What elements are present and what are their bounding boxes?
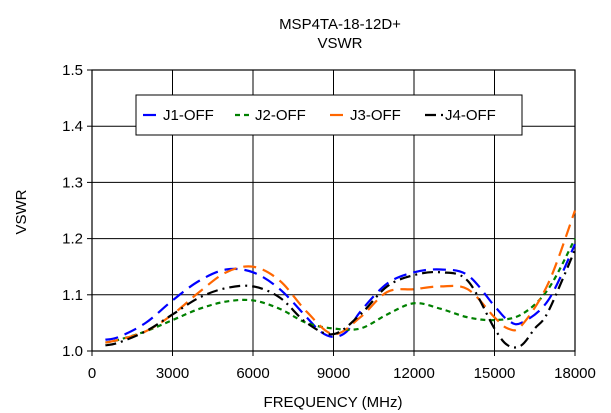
x-tick-label: 6000	[236, 365, 269, 382]
y-tick-label: 1.0	[62, 343, 83, 360]
x-tick-label: 9000	[317, 365, 350, 382]
legend-label: J1-OFF	[163, 107, 214, 124]
x-tick-label: 18000	[554, 365, 596, 382]
y-tick-label: 1.5	[62, 62, 83, 79]
legend-label: J4-OFF	[445, 107, 496, 124]
y-tick-label: 1.2	[62, 231, 83, 248]
x-axis-title: FREQUENCY (MHz)	[264, 394, 403, 411]
series-line-j3-off	[105, 210, 577, 344]
x-tick-labels: 0 3000 6000 9000 12000 15000 18000	[88, 365, 596, 382]
x-tick-label: 12000	[393, 365, 435, 382]
series-lines	[105, 210, 577, 349]
chart-title: MSP4TA-18-12D+	[279, 16, 401, 33]
legend: J1-OFF J2-OFF J3-OFF J4-OFF	[135, 94, 523, 136]
chart-subtitle: VSWR	[318, 35, 363, 52]
y-tick-label: 1.3	[62, 174, 83, 191]
x-tick-label: 0	[88, 365, 96, 382]
legend-box	[135, 94, 523, 136]
legend-label: J3-OFF	[350, 107, 401, 124]
x-tick-label: 3000	[156, 365, 189, 382]
x-tick-label: 15000	[474, 365, 516, 382]
y-tick-label: 1.4	[62, 118, 83, 135]
legend-label: J2-OFF	[255, 107, 306, 124]
series-line-j1-off	[105, 243, 576, 341]
y-tick-labels: 1.0 1.1 1.2 1.3 1.4 1.5	[62, 62, 83, 360]
y-tick-label: 1.1	[62, 287, 83, 304]
legend-items: J1-OFF J2-OFF J3-OFF J4-OFF	[143, 107, 496, 124]
tick-marks	[87, 69, 576, 356]
y-axis-title: VSWR	[13, 189, 30, 234]
